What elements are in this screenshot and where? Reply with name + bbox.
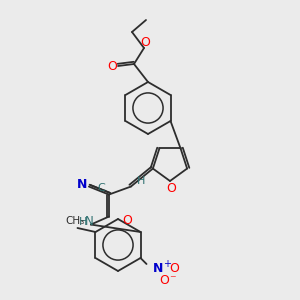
Text: CH₃: CH₃ — [66, 216, 85, 226]
Text: +: + — [164, 259, 172, 269]
Text: O: O — [166, 182, 176, 194]
Text: H: H — [79, 217, 87, 226]
Text: C: C — [97, 183, 105, 193]
Text: ⁻: ⁻ — [169, 274, 176, 286]
Text: O: O — [169, 262, 179, 275]
Text: H: H — [137, 176, 145, 186]
Text: O: O — [160, 274, 170, 286]
Text: O: O — [140, 37, 150, 50]
Text: N: N — [153, 262, 164, 275]
Text: N: N — [77, 178, 87, 191]
Text: O: O — [107, 59, 117, 73]
Text: O: O — [122, 214, 132, 227]
Text: N: N — [85, 215, 93, 228]
